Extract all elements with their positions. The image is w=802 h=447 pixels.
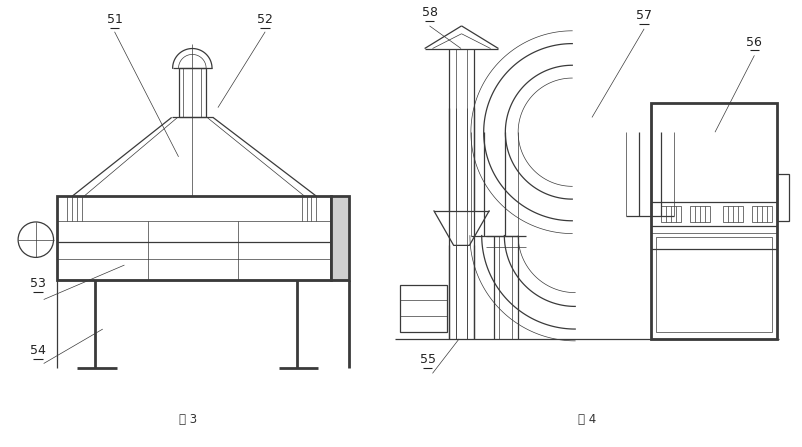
Bar	[722, 206, 742, 222]
Bar	[690, 206, 709, 222]
Bar	[330, 196, 348, 280]
Text: 57: 57	[635, 9, 651, 22]
Bar	[655, 237, 772, 332]
Bar	[399, 285, 447, 332]
Text: 55: 55	[419, 354, 435, 367]
Text: 56: 56	[746, 35, 761, 49]
Text: 58: 58	[421, 6, 437, 19]
Bar	[751, 206, 772, 222]
Text: 54: 54	[30, 344, 46, 357]
Bar	[178, 68, 206, 118]
Text: 53: 53	[30, 277, 46, 290]
Text: 52: 52	[257, 13, 273, 26]
Bar	[650, 103, 776, 339]
Bar	[58, 196, 330, 280]
Bar	[660, 206, 680, 222]
Text: 图 4: 图 4	[577, 413, 595, 426]
Bar	[776, 173, 788, 221]
Text: 51: 51	[107, 13, 123, 26]
Text: 图 3: 图 3	[179, 413, 197, 426]
